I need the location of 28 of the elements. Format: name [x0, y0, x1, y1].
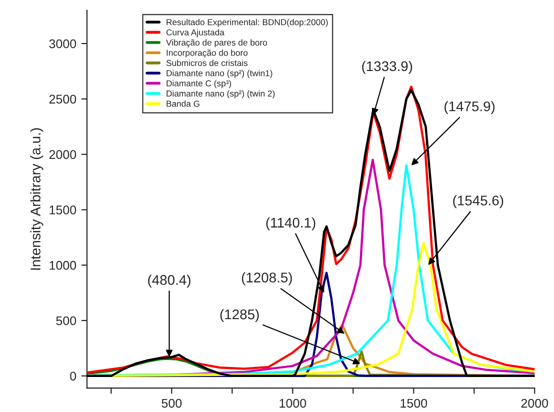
- legend-label: Vibração de pares de boro: [166, 39, 267, 48]
- x-tick-label: 500: [162, 398, 182, 408]
- annotation: (1545.6): [453, 195, 504, 208]
- y-tick-label: 2000: [49, 150, 76, 159]
- legend-label: Banda G: [166, 100, 200, 107]
- legend-label: Diamante nano (sp²) (twin 2): [166, 90, 275, 98]
- legend-label: Diamante C (sp³): [166, 80, 232, 88]
- legend-label: Diamante nano (sp²) (twin1): [166, 70, 272, 78]
- x-tick-label: 1000: [280, 398, 306, 408]
- y-tick-label: 2500: [49, 94, 76, 104]
- x-tick-label: 1500: [400, 398, 428, 408]
- annotation: (1140.1): [266, 217, 316, 230]
- y-tick-label: 3000: [49, 39, 76, 48]
- legend-label: Curva Ajustada: [166, 29, 224, 38]
- annotation: (1475.9): [444, 101, 495, 114]
- legend-label: Submicros de cristais: [166, 60, 248, 66]
- annotation: (480.4): [148, 274, 190, 288]
- y-tick-label: 500: [56, 316, 76, 326]
- annotation: (1208.5): [242, 272, 292, 286]
- y-tick-label: 1000: [50, 260, 76, 270]
- x-tick-label: 2000: [521, 398, 548, 408]
- annotation: (1285): [220, 309, 259, 322]
- legend-label: Resultado Experimental: BDND(dop:2000): [166, 18, 328, 27]
- y-tick-label: 1500: [50, 206, 76, 214]
- annotation: (1333.9): [362, 60, 412, 74]
- y-tick-label: 0: [70, 372, 76, 381]
- legend-label: Incorporação do boro: [166, 49, 248, 58]
- y-axis-title: Intensity Arbitrary (a.u.): [30, 128, 44, 270]
